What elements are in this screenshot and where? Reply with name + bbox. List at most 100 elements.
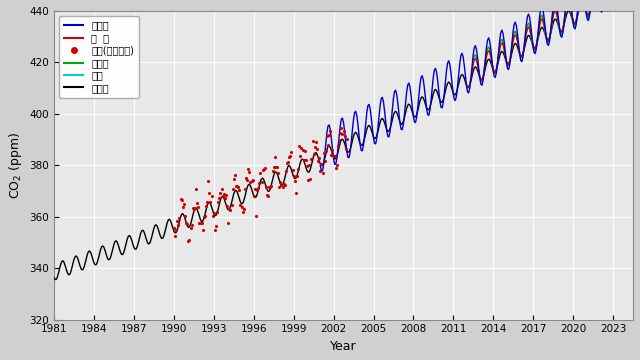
Point xyxy=(321,148,331,153)
Point xyxy=(245,179,255,185)
Point xyxy=(325,128,335,134)
Point xyxy=(257,167,268,173)
Point xyxy=(326,152,337,158)
Point xyxy=(260,165,270,171)
Point xyxy=(335,130,346,136)
Point xyxy=(301,157,311,163)
Point xyxy=(308,152,319,157)
Point xyxy=(316,162,326,167)
Point xyxy=(271,164,281,170)
Point xyxy=(275,179,285,185)
Point xyxy=(323,142,333,148)
Point xyxy=(221,193,231,198)
Point xyxy=(228,186,238,192)
Point xyxy=(186,226,196,231)
Point xyxy=(333,143,343,149)
Point xyxy=(292,174,302,179)
Point xyxy=(281,168,291,174)
Point xyxy=(188,206,198,211)
Point xyxy=(331,166,341,171)
Point xyxy=(294,143,305,149)
Point xyxy=(268,168,278,174)
Point xyxy=(319,150,329,156)
Point xyxy=(280,182,290,188)
Point xyxy=(240,186,250,192)
Point xyxy=(305,176,316,182)
Point xyxy=(191,186,201,192)
Point xyxy=(269,164,279,170)
Point xyxy=(202,199,212,204)
Point xyxy=(332,162,342,168)
Point xyxy=(248,193,259,199)
Point xyxy=(183,238,193,244)
Point xyxy=(224,206,234,212)
Point xyxy=(251,213,261,219)
Point xyxy=(314,155,324,161)
Point xyxy=(290,178,300,184)
Point xyxy=(319,158,330,164)
Point xyxy=(248,177,258,183)
Point xyxy=(315,168,325,174)
Point xyxy=(300,148,310,154)
Point xyxy=(227,202,237,208)
Point xyxy=(195,220,205,226)
Point xyxy=(219,192,229,197)
Point xyxy=(200,213,210,219)
Point xyxy=(228,176,239,182)
Point xyxy=(322,133,332,139)
Point xyxy=(317,170,328,176)
Point xyxy=(201,204,211,210)
Point xyxy=(295,153,305,159)
Point xyxy=(177,197,187,203)
Point xyxy=(232,183,242,189)
Point xyxy=(216,186,227,192)
Point xyxy=(192,200,202,206)
Point xyxy=(263,194,273,199)
Point xyxy=(196,220,207,225)
Point xyxy=(264,184,275,190)
Point xyxy=(173,222,184,228)
Point xyxy=(239,206,249,212)
Point xyxy=(236,202,246,208)
Point xyxy=(340,147,351,152)
Point xyxy=(179,201,189,207)
Point xyxy=(289,173,299,179)
Point xyxy=(233,184,243,190)
Legend: 안면도, 고  산, 고산(시료체취), 울릉도, 독도, 전지구: 안면도, 고 산, 고산(시료체취), 울릉도, 독도, 전지구 xyxy=(59,16,139,98)
Point xyxy=(257,179,267,185)
Point xyxy=(205,199,216,205)
Point xyxy=(273,171,284,176)
Point xyxy=(212,209,222,215)
Point xyxy=(293,166,303,172)
Point xyxy=(285,153,296,159)
Point xyxy=(250,186,260,192)
Point xyxy=(241,175,251,181)
Point xyxy=(175,196,186,202)
Point xyxy=(178,204,188,210)
Point xyxy=(255,170,266,176)
Point xyxy=(282,160,292,166)
Point xyxy=(230,172,240,178)
Point xyxy=(272,165,282,170)
Point xyxy=(265,184,275,190)
Point xyxy=(253,185,263,191)
Point xyxy=(283,159,293,165)
Point xyxy=(287,167,298,173)
Point xyxy=(181,220,191,226)
Point xyxy=(186,222,196,228)
Point xyxy=(278,184,288,189)
Point xyxy=(211,223,221,229)
Point xyxy=(198,228,208,233)
Point xyxy=(336,125,346,131)
Point xyxy=(234,187,244,193)
Point xyxy=(236,204,246,210)
Point xyxy=(218,193,228,199)
Point xyxy=(190,205,200,211)
Point xyxy=(328,153,339,159)
Point xyxy=(210,227,220,233)
Y-axis label: CO$_2$ (ppm): CO$_2$ (ppm) xyxy=(7,132,24,199)
Point xyxy=(170,233,180,238)
Point xyxy=(184,237,195,243)
Point xyxy=(291,190,301,195)
Point xyxy=(342,136,352,141)
